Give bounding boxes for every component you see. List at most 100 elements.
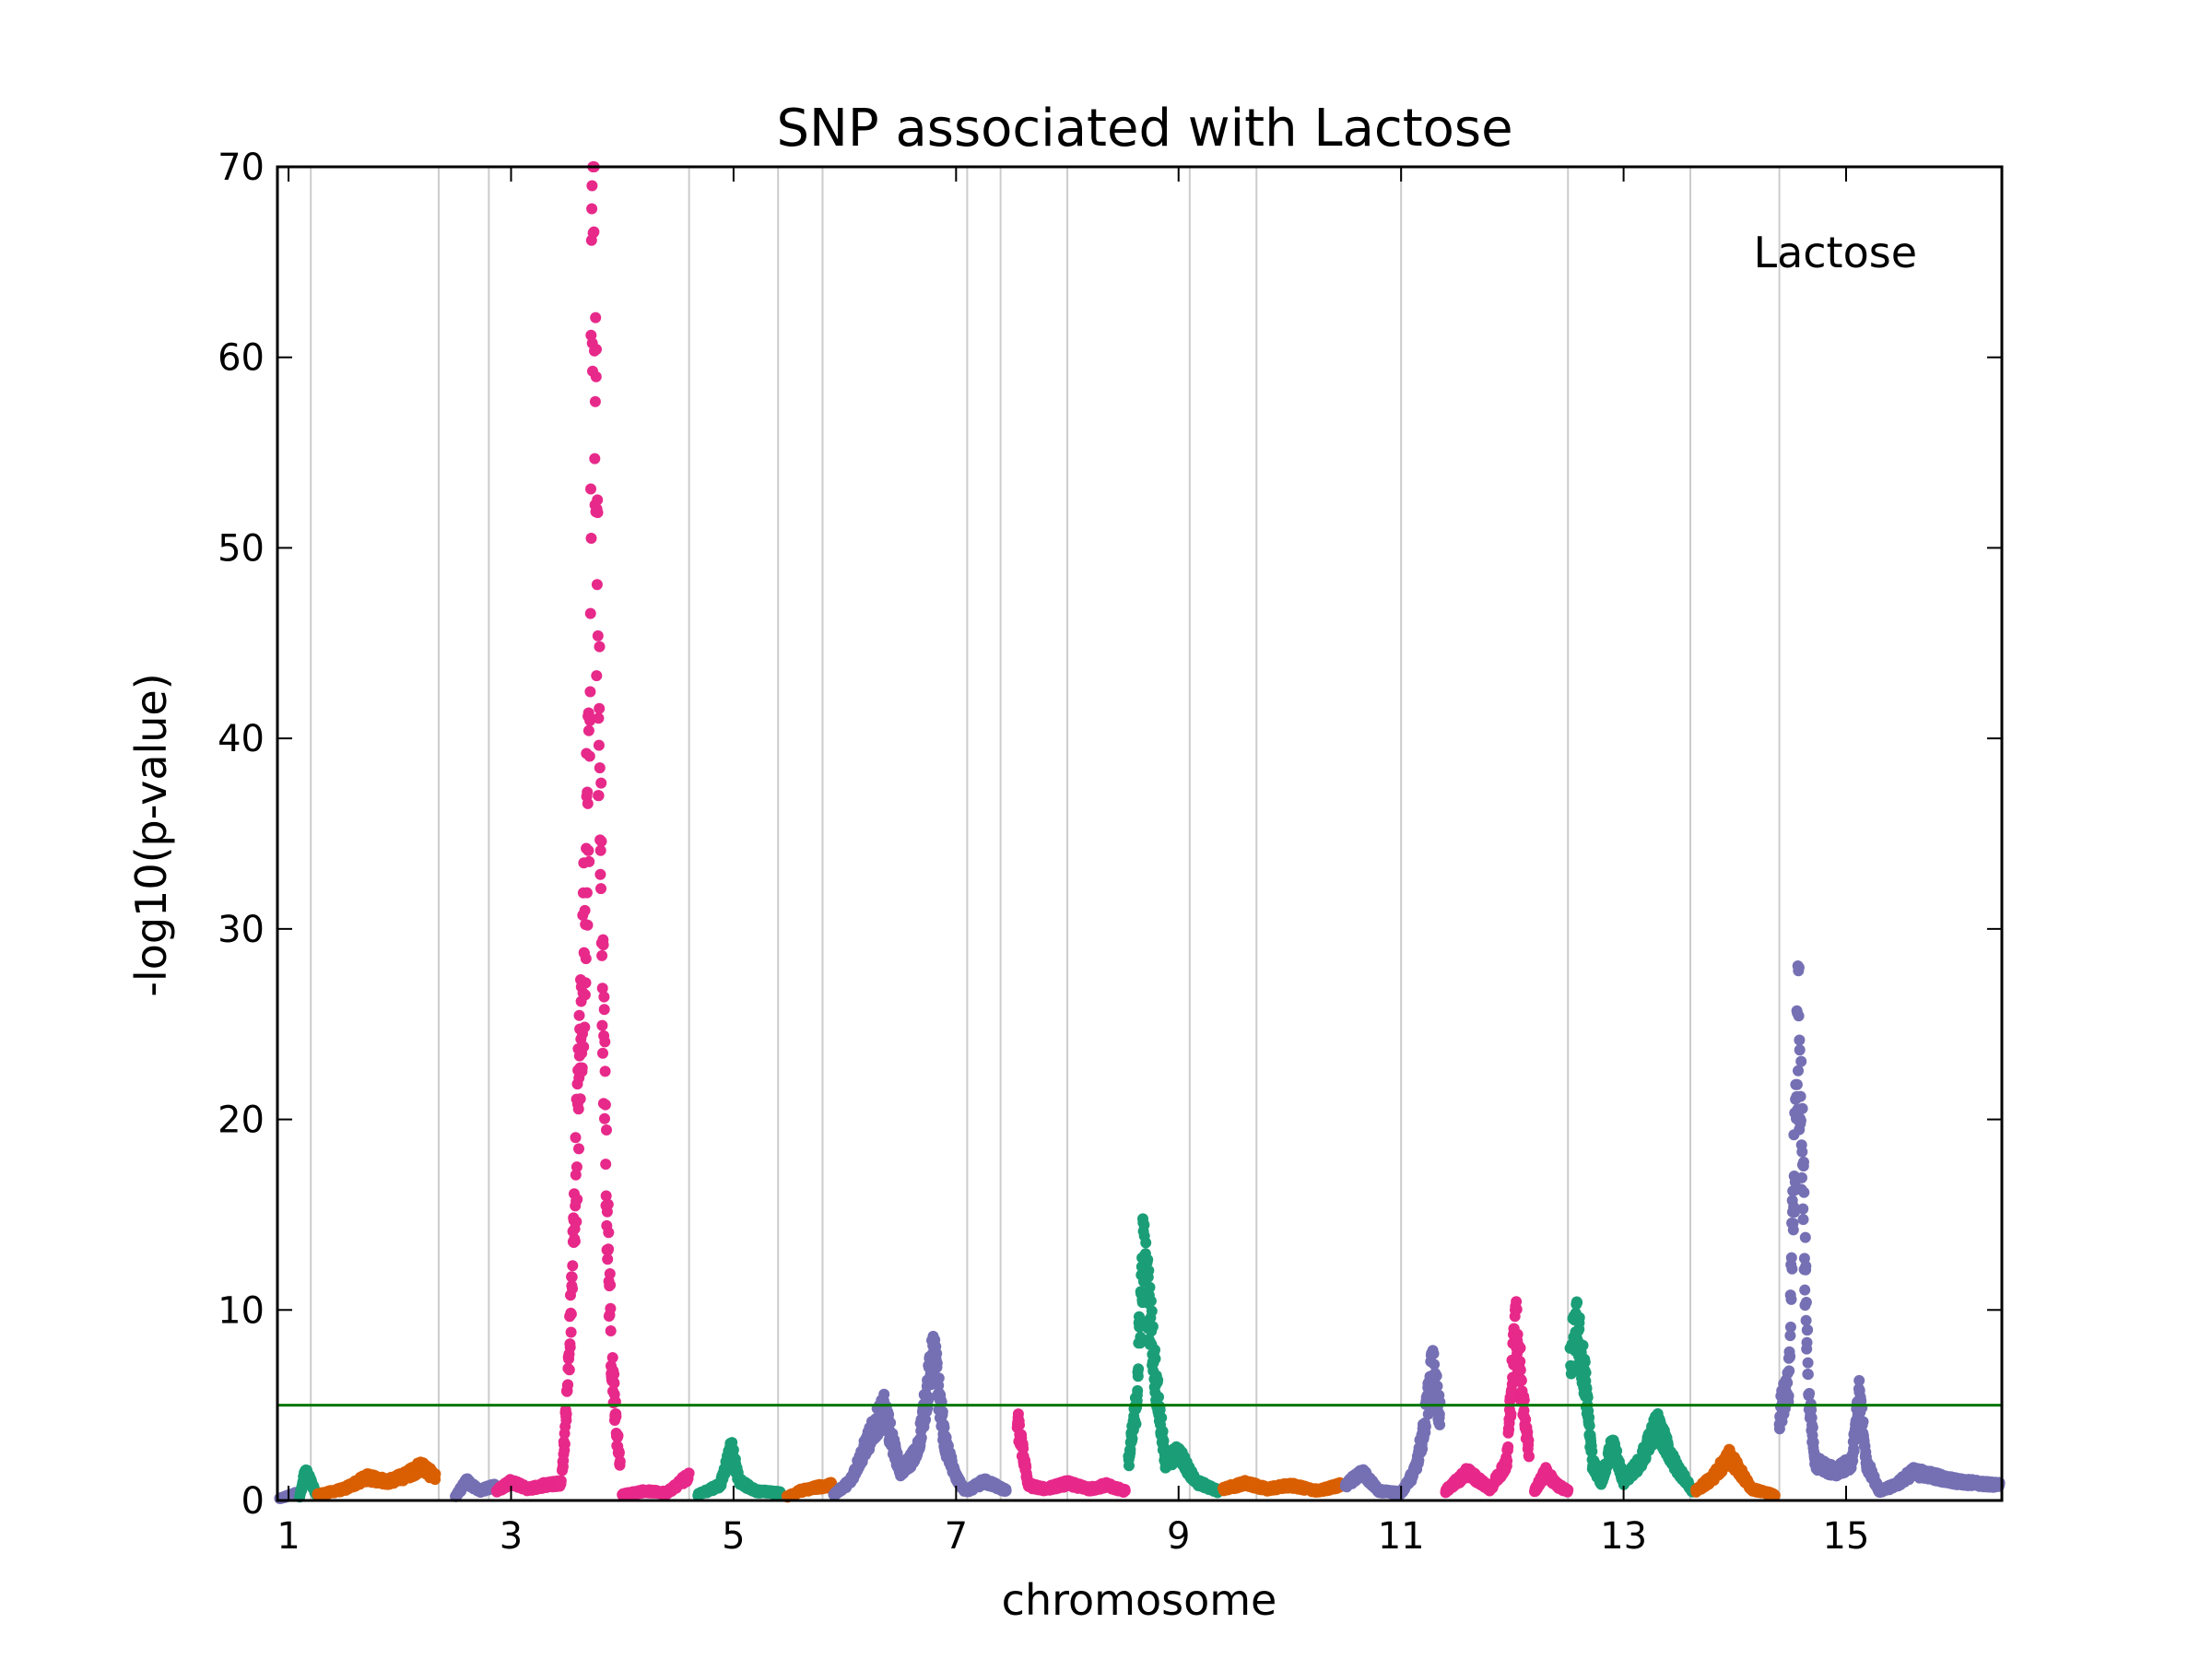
snp-point bbox=[1132, 1384, 1144, 1396]
snp-point bbox=[602, 1253, 614, 1265]
snp-point bbox=[573, 1143, 584, 1155]
snp-point bbox=[1514, 1364, 1526, 1376]
snp-point bbox=[605, 1302, 617, 1314]
snp-point bbox=[1583, 1419, 1595, 1431]
snp-point bbox=[1153, 1391, 1164, 1403]
snp-point bbox=[582, 797, 594, 809]
snp-point bbox=[1518, 1394, 1530, 1406]
snp-point bbox=[560, 1408, 572, 1420]
snp-point bbox=[598, 1004, 610, 1016]
snp-point bbox=[582, 786, 594, 798]
snp-point bbox=[594, 702, 606, 714]
snp-point bbox=[1014, 1419, 1025, 1431]
snp-point bbox=[601, 1124, 612, 1135]
snp-point bbox=[599, 1036, 611, 1048]
snp-point bbox=[594, 868, 606, 880]
snp-point bbox=[1434, 1418, 1446, 1430]
snp-point bbox=[599, 1112, 610, 1124]
snp-point bbox=[583, 750, 595, 762]
snp-point bbox=[826, 1477, 838, 1489]
snp-point bbox=[606, 1352, 618, 1363]
snp-point bbox=[567, 1283, 578, 1295]
snp-point bbox=[581, 887, 593, 899]
snp-point bbox=[1140, 1237, 1152, 1249]
snp-point bbox=[1501, 1455, 1513, 1466]
snp-point bbox=[1511, 1296, 1523, 1308]
snp-point bbox=[1142, 1253, 1154, 1265]
snp-point bbox=[1506, 1393, 1518, 1405]
snp-point bbox=[596, 1019, 608, 1031]
snp-point bbox=[584, 607, 596, 619]
snp-point bbox=[585, 533, 597, 544]
snp-point bbox=[1514, 1342, 1526, 1354]
snp-point bbox=[594, 762, 606, 774]
snp-point bbox=[582, 724, 594, 736]
chart-title: SNP associated with Lactose bbox=[776, 99, 1512, 159]
snp-point bbox=[564, 1341, 576, 1353]
snp-point bbox=[595, 777, 607, 789]
snp-point bbox=[567, 1260, 579, 1272]
snp-point bbox=[600, 1159, 612, 1171]
snp-point bbox=[600, 1190, 612, 1202]
snp-point bbox=[1135, 1331, 1147, 1343]
snp-point bbox=[885, 1417, 897, 1429]
snp-point bbox=[594, 844, 606, 856]
snp-point bbox=[565, 1326, 577, 1338]
snp-point bbox=[580, 953, 592, 965]
snp-point bbox=[591, 344, 602, 356]
snp-point bbox=[878, 1388, 890, 1400]
snp-point bbox=[566, 1271, 578, 1283]
snp-point bbox=[555, 1475, 567, 1487]
snp-point bbox=[585, 483, 596, 495]
snp-point bbox=[563, 1364, 575, 1376]
snp-point bbox=[583, 855, 595, 867]
snp-point bbox=[604, 1268, 616, 1279]
snp-point bbox=[590, 371, 602, 382]
snp-point bbox=[1124, 1460, 1135, 1472]
snp-point bbox=[1156, 1412, 1168, 1424]
snp-point bbox=[1145, 1295, 1157, 1307]
snp-point bbox=[574, 1093, 586, 1105]
snp-point bbox=[596, 949, 608, 961]
snp-point bbox=[1143, 1265, 1155, 1277]
snp-point bbox=[429, 1468, 441, 1480]
snp-point bbox=[595, 835, 607, 847]
snp-point bbox=[1429, 1359, 1441, 1371]
snp-point bbox=[591, 670, 603, 682]
snp-point bbox=[559, 1438, 571, 1450]
snp-point bbox=[1583, 1411, 1595, 1423]
snp-point bbox=[597, 1047, 608, 1059]
snp-point bbox=[1119, 1485, 1131, 1497]
snp-point bbox=[597, 939, 609, 951]
snp-point bbox=[580, 977, 592, 989]
snp-point bbox=[571, 1161, 582, 1173]
snp-point bbox=[584, 686, 596, 698]
snp-point bbox=[1522, 1426, 1534, 1438]
snp-point bbox=[590, 312, 602, 324]
snp-point bbox=[571, 1194, 583, 1206]
snp-point bbox=[1523, 1434, 1535, 1446]
snp-point bbox=[582, 919, 594, 931]
snp-point bbox=[598, 991, 610, 1003]
snp-point bbox=[1126, 1433, 1138, 1444]
snp-point bbox=[727, 1444, 739, 1456]
snp-point bbox=[582, 844, 594, 856]
snp-point bbox=[605, 1279, 617, 1291]
snp-point bbox=[565, 1308, 577, 1320]
snp-point bbox=[1130, 1418, 1142, 1430]
snp-point bbox=[1505, 1408, 1517, 1420]
snp-point bbox=[924, 1392, 935, 1404]
snp-point bbox=[579, 989, 591, 1001]
snp-point bbox=[584, 714, 596, 726]
snp-point bbox=[595, 883, 606, 895]
snp-point bbox=[608, 1369, 620, 1380]
snp-point bbox=[562, 1379, 574, 1391]
snp-point bbox=[1149, 1344, 1160, 1356]
chromosome-gridlines bbox=[310, 167, 1781, 1500]
snp-point bbox=[1562, 1484, 1574, 1496]
snp-point bbox=[613, 1447, 625, 1458]
snp-point bbox=[931, 1358, 943, 1369]
snp-point bbox=[588, 226, 600, 238]
snp-point bbox=[1579, 1356, 1591, 1368]
